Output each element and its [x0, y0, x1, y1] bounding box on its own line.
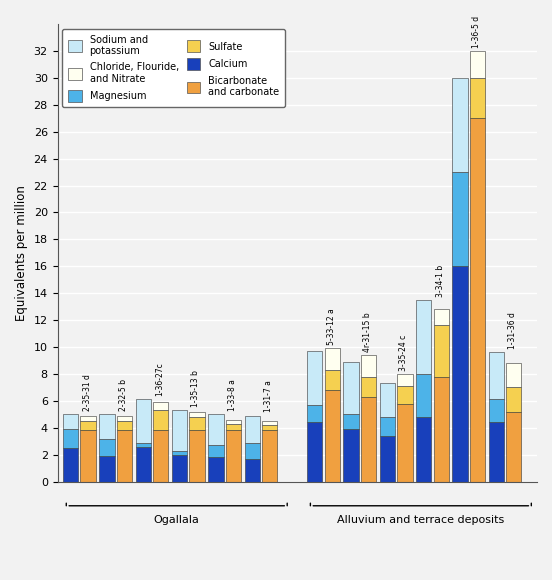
Text: 2-32-5 b: 2-32-5 b — [119, 379, 128, 411]
Bar — [81, 421, 96, 430]
Bar — [416, 417, 431, 481]
Bar — [506, 363, 522, 387]
Bar — [470, 78, 485, 118]
Bar — [433, 325, 449, 376]
Bar — [452, 172, 468, 266]
Bar — [307, 351, 322, 405]
Bar — [262, 421, 277, 425]
Bar — [172, 455, 187, 481]
Y-axis label: Equivalents per million: Equivalents per million — [15, 185, 28, 321]
Bar — [452, 78, 468, 172]
Bar — [506, 412, 522, 481]
Bar — [397, 386, 412, 404]
Text: Alluvium and terrace deposits: Alluvium and terrace deposits — [337, 515, 505, 525]
Bar — [99, 456, 115, 481]
Bar — [470, 51, 485, 78]
Bar — [136, 443, 151, 447]
Text: 1-36-5 d: 1-36-5 d — [472, 16, 481, 48]
Bar — [189, 412, 205, 417]
Bar — [208, 458, 224, 481]
Bar — [433, 376, 449, 481]
Bar — [208, 414, 224, 445]
Bar — [172, 410, 187, 451]
Bar — [343, 362, 359, 414]
Bar — [153, 410, 168, 430]
Bar — [63, 448, 78, 481]
Bar — [361, 376, 376, 397]
Bar — [307, 405, 322, 422]
Bar — [361, 397, 376, 481]
Bar — [325, 370, 340, 390]
Text: 3-35-24 c: 3-35-24 c — [399, 334, 408, 371]
Bar — [397, 374, 412, 386]
Bar — [226, 420, 241, 424]
Text: 1-33-8 a: 1-33-8 a — [228, 379, 237, 411]
Bar — [117, 421, 132, 430]
Bar — [81, 416, 96, 421]
Bar — [172, 451, 187, 455]
Bar — [99, 414, 115, 438]
Bar — [307, 422, 322, 481]
Text: Ogallala: Ogallala — [154, 515, 200, 525]
Bar — [380, 383, 395, 417]
Text: 3-34-1 b: 3-34-1 b — [436, 264, 444, 296]
Bar — [99, 438, 115, 456]
Bar — [117, 430, 132, 481]
Bar — [506, 387, 522, 412]
Bar — [245, 416, 260, 443]
Text: 1-35-13 b: 1-35-13 b — [192, 370, 200, 407]
Bar — [63, 414, 78, 429]
Bar — [416, 374, 431, 417]
Bar — [136, 400, 151, 443]
Bar — [361, 355, 376, 376]
Bar — [117, 416, 132, 421]
Bar — [397, 404, 412, 481]
Bar — [136, 447, 151, 481]
Bar — [325, 390, 340, 481]
Bar — [416, 300, 431, 374]
Text: 1-31-36 d: 1-31-36 d — [508, 312, 517, 349]
Bar — [245, 443, 260, 459]
Bar — [489, 400, 504, 422]
Bar — [153, 402, 168, 410]
Legend: Sodium and
potassium, Chloride, Flouride,
and Nitrate, Magnesium, Sulfate, Calci: Sodium and potassium, Chloride, Flouride… — [62, 29, 285, 107]
Bar — [452, 266, 468, 481]
Bar — [433, 309, 449, 325]
Bar — [208, 445, 224, 458]
Bar — [380, 436, 395, 481]
Text: 1-31-7 a: 1-31-7 a — [264, 380, 273, 412]
Bar — [262, 425, 277, 430]
Bar — [380, 417, 395, 436]
Text: 1-36-27c: 1-36-27c — [155, 362, 164, 396]
Bar — [343, 414, 359, 429]
Bar — [325, 349, 340, 370]
Bar — [189, 430, 205, 481]
Bar — [489, 422, 504, 481]
Bar — [343, 429, 359, 481]
Bar — [189, 417, 205, 430]
Text: 2-35-31 d: 2-35-31 d — [83, 374, 92, 411]
Bar — [245, 459, 260, 481]
Bar — [226, 430, 241, 481]
Text: 4r-31-15 b: 4r-31-15 b — [363, 312, 372, 351]
Bar — [63, 429, 78, 448]
Bar — [81, 430, 96, 481]
Bar — [262, 430, 277, 481]
Bar — [226, 424, 241, 430]
Bar — [489, 353, 504, 400]
Bar — [470, 118, 485, 481]
Text: 5-33-12 a: 5-33-12 a — [327, 308, 336, 345]
Bar — [153, 430, 168, 481]
